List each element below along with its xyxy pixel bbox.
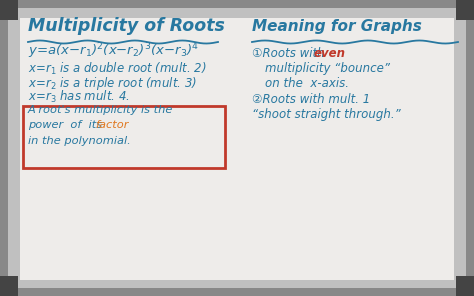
Text: multiplicity “bounce”: multiplicity “bounce” <box>265 62 390 75</box>
Text: factor: factor <box>95 120 128 130</box>
Bar <box>20 18 454 280</box>
Bar <box>23 106 225 168</box>
Text: A root's multiplicity is the: A root's multiplicity is the <box>28 105 173 115</box>
Text: x=r$_3$ has mult. 4.: x=r$_3$ has mult. 4. <box>28 89 130 105</box>
Text: in the polynomial.: in the polynomial. <box>28 136 131 146</box>
Text: “shoot straight through.”: “shoot straight through.” <box>252 108 401 121</box>
Bar <box>0 0 18 20</box>
Text: ①Roots with: ①Roots with <box>252 47 328 60</box>
Text: y=a(x$-$r$_1$)$^2$(x$-$r$_2$)$^3$(x$-$r$_3$)$^4$: y=a(x$-$r$_1$)$^2$(x$-$r$_2$)$^3$(x$-$r$… <box>28 41 199 61</box>
Text: ②Roots with mult. 1: ②Roots with mult. 1 <box>252 93 370 106</box>
Bar <box>456 0 474 20</box>
Bar <box>456 276 474 296</box>
Text: Multiplicity of Roots: Multiplicity of Roots <box>28 17 225 35</box>
Text: on the  x-axis.: on the x-axis. <box>265 77 349 90</box>
Text: x=r$_2$ is a triple root (mult. 3): x=r$_2$ is a triple root (mult. 3) <box>28 75 197 92</box>
Text: x=r$_1$ is a double root (mult. 2): x=r$_1$ is a double root (mult. 2) <box>28 61 207 77</box>
Text: power  of  its: power of its <box>28 120 109 130</box>
Bar <box>0 276 18 296</box>
Text: even: even <box>314 47 346 60</box>
Text: Meaning for Graphs: Meaning for Graphs <box>252 19 422 34</box>
